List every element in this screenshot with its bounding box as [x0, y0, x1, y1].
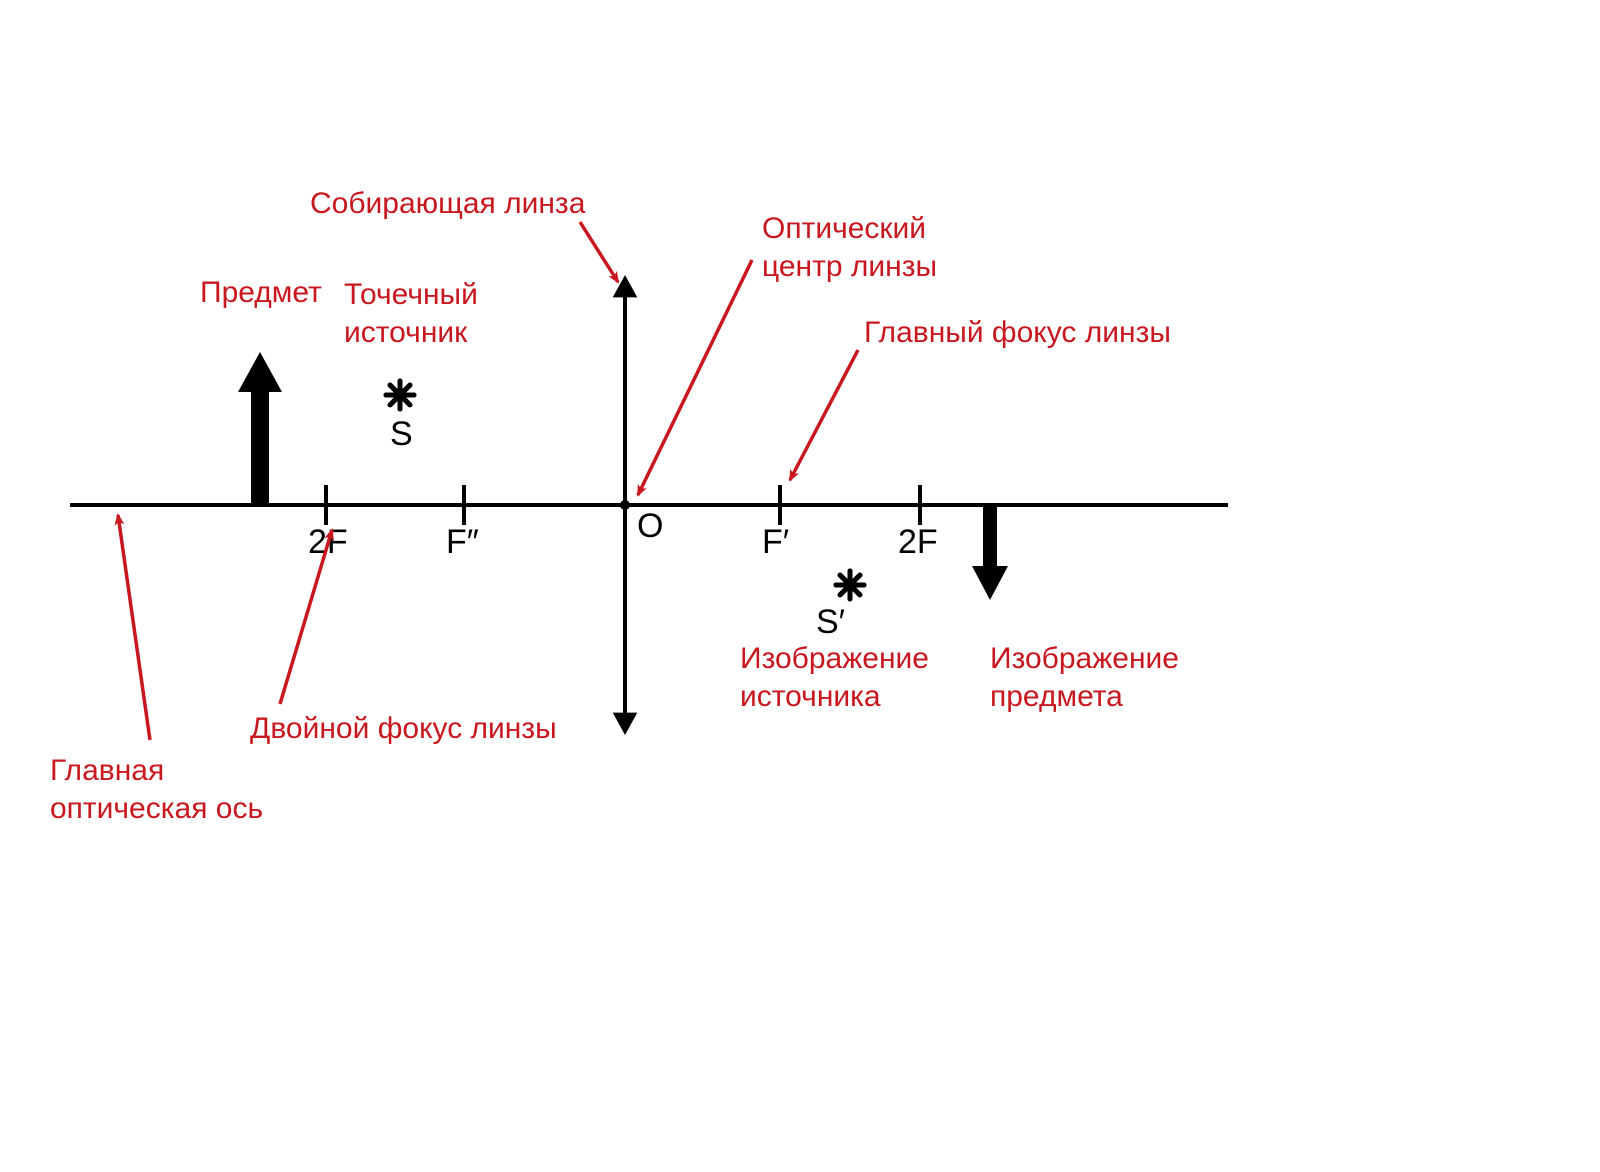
optics-diagram: O2FF″F′2FSS′Собирающая линзаОптическийце… — [0, 0, 1600, 1172]
annotation-text-converging-lens-0: Собирающая линза — [310, 187, 586, 220]
tick-label-1: F″ — [446, 523, 479, 561]
annotation-text-optical-center-0: Оптический — [762, 212, 926, 245]
lens-arrow-bottom — [613, 713, 638, 735]
annotation-text-image-of-source-1: источника — [740, 680, 881, 713]
tick-label-2: F′ — [762, 523, 789, 561]
annotation-arrow-main-focus — [790, 350, 858, 480]
annotation-arrow-main-optical-axis — [118, 515, 150, 740]
annotation-text-point-source-label-1: источник — [344, 316, 468, 349]
optical-center-dot — [620, 500, 630, 510]
annotation-text-optical-center-1: центр линзы — [762, 250, 937, 283]
point-source-label: S — [390, 415, 413, 453]
annotation-text-image-of-object-0: Изображение — [990, 642, 1179, 675]
annotation-text-image-of-source-0: Изображение — [740, 642, 929, 675]
annotation-text-image-of-object-1: предмета — [990, 680, 1123, 713]
annotation-arrow-double-focus — [280, 530, 332, 704]
object-arrow — [238, 352, 282, 505]
center-label: O — [637, 507, 663, 545]
annotation-text-object-label-0: Предмет — [200, 276, 322, 309]
annotation-arrow-optical-center — [638, 260, 752, 495]
image-source — [836, 571, 864, 599]
tick-label-3: 2F — [898, 523, 938, 561]
annotation-text-main-focus-0: Главный фокус линзы — [864, 316, 1171, 349]
annotation-text-main-optical-axis-0: Главная — [50, 754, 164, 787]
image-source-label: S′ — [816, 603, 845, 641]
point-source — [386, 381, 414, 409]
annotation-text-main-optical-axis-1: оптическая ось — [50, 792, 263, 825]
annotation-text-point-source-label-0: Точечный — [344, 278, 478, 311]
annotation-arrow-converging-lens — [580, 222, 618, 282]
annotation-text-double-focus-0: Двойной фокус линзы — [250, 712, 557, 745]
image-arrow — [972, 505, 1008, 600]
